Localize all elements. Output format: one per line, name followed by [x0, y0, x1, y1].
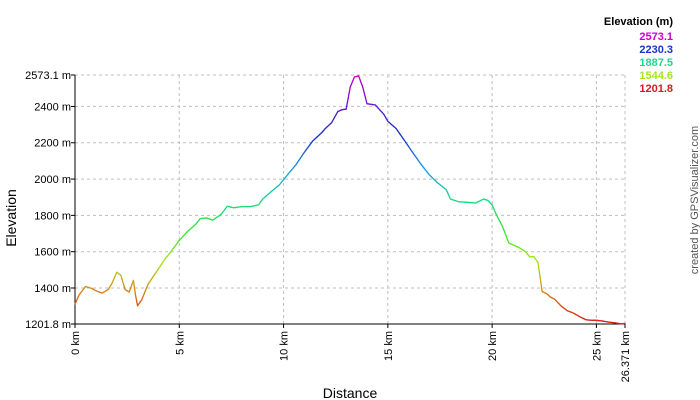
- legend-entry: 2573.1: [639, 31, 673, 43]
- elevation-line-segment: [540, 281, 543, 288]
- y-axis-ticks: 1201.8 m 1400 m 1600 m 1800 m 2000 m 2200 m 24…: [25, 70, 75, 331]
- x-tick-label: 15 km: [383, 331, 395, 361]
- x-tick-label: 20 km: [487, 331, 499, 361]
- y-tick-label: 2573.1 m: [25, 70, 71, 82]
- y-tick-label: 1600 m: [34, 247, 71, 259]
- legend-entry: 2230.3: [639, 44, 673, 56]
- legend-entry: 1201.8: [639, 83, 673, 95]
- x-tick-label: 0 km: [70, 331, 82, 355]
- x-axis-ticks: 0 km 5 km 10 km 15 km 20 km 25 km 26.371 km: [70, 324, 632, 382]
- y-tick-label: 1400 m: [34, 283, 71, 295]
- y-tick-label: 1800 m: [34, 210, 71, 222]
- elevation-profile-series: [74, 75, 626, 325]
- elevation-line-segment: [538, 266, 541, 273]
- elevation-line-segment: [540, 286, 543, 293]
- axes: [74, 75, 625, 325]
- y-axis-title: Elevation: [3, 189, 19, 247]
- y-tick-label: 2000 m: [34, 174, 71, 186]
- credit-text: created by GPSVisualizer.com: [689, 126, 700, 274]
- y-tick-label: 2400 m: [34, 101, 71, 113]
- y-tick-label: 2200 m: [34, 138, 71, 150]
- grid-lines: [75, 74, 626, 324]
- elevation-line-segment: [537, 261, 540, 269]
- x-tick-label: 26.371 km: [620, 331, 632, 382]
- legend-entry: 1887.5: [639, 57, 673, 69]
- legend-entry: 1544.6: [639, 70, 673, 82]
- x-tick-label: 10 km: [279, 331, 291, 361]
- legend-title: Elevation (m): [604, 16, 673, 28]
- legend: Elevation (m) 2573.12230.31887.51544.612…: [604, 16, 673, 95]
- elevation-line-segment: [538, 271, 541, 278]
- elevation-line-segment: [539, 276, 542, 283]
- x-tick-label: 25 km: [591, 331, 603, 361]
- x-tick-label: 5 km: [174, 331, 186, 355]
- y-tick-label: 1201.8 m: [25, 319, 71, 331]
- x-axis-title: Distance: [323, 385, 378, 400]
